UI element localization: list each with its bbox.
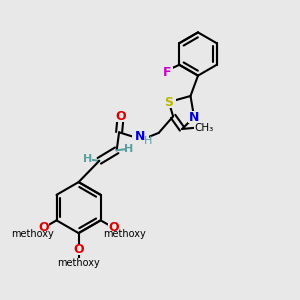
FancyBboxPatch shape bbox=[73, 244, 84, 255]
FancyBboxPatch shape bbox=[21, 229, 44, 239]
Text: N: N bbox=[189, 110, 199, 124]
FancyBboxPatch shape bbox=[133, 132, 149, 145]
Text: methoxy: methoxy bbox=[103, 229, 146, 239]
FancyBboxPatch shape bbox=[68, 258, 90, 268]
Text: S: S bbox=[164, 95, 173, 109]
FancyBboxPatch shape bbox=[162, 96, 176, 108]
FancyBboxPatch shape bbox=[194, 122, 214, 133]
FancyBboxPatch shape bbox=[115, 111, 126, 122]
Text: O: O bbox=[73, 243, 84, 256]
FancyBboxPatch shape bbox=[188, 111, 200, 123]
Text: O: O bbox=[115, 110, 126, 123]
FancyBboxPatch shape bbox=[113, 229, 136, 239]
Text: methoxy: methoxy bbox=[57, 258, 100, 268]
Text: H: H bbox=[144, 136, 152, 146]
Text: O: O bbox=[108, 221, 119, 234]
FancyBboxPatch shape bbox=[161, 67, 172, 77]
FancyBboxPatch shape bbox=[83, 155, 92, 164]
Text: O: O bbox=[38, 221, 49, 234]
Text: H: H bbox=[124, 144, 133, 154]
Text: methoxy: methoxy bbox=[11, 229, 54, 239]
FancyBboxPatch shape bbox=[124, 145, 133, 153]
FancyBboxPatch shape bbox=[108, 223, 119, 233]
Text: F: F bbox=[163, 65, 171, 79]
Text: H: H bbox=[83, 154, 92, 164]
Text: CH₃: CH₃ bbox=[194, 122, 213, 133]
Text: N: N bbox=[135, 130, 145, 143]
FancyBboxPatch shape bbox=[38, 223, 49, 233]
